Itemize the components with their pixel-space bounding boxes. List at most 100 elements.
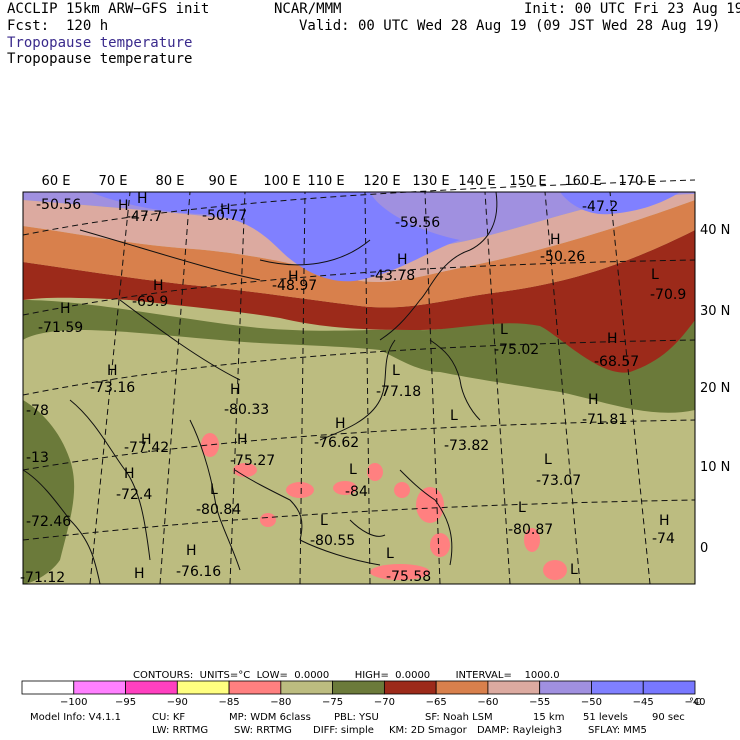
center-value: -74 — [652, 531, 675, 547]
center-value: -75.58 — [386, 569, 431, 585]
lon-label: 130 E — [412, 174, 449, 189]
legend-tick: −40 — [684, 697, 705, 708]
legend-swatch — [383, 680, 437, 695]
sflay-scheme: SFLAY: MM5 — [588, 725, 647, 736]
valid-time: Valid: 00 UTC Wed 28 Aug 19 (09 JST Wed … — [299, 18, 721, 34]
legend-tick: −55 — [529, 697, 550, 708]
km-scheme: KM: 2D Smagor — [389, 725, 467, 736]
center-value: -76.62 — [314, 435, 359, 451]
center-value: -73.82 — [444, 438, 489, 454]
lon-label: 60 E — [42, 174, 71, 189]
band-45-50 — [90, 192, 460, 282]
lat-label: 0 — [700, 541, 708, 556]
center-value: -13 — [26, 450, 49, 466]
legend-swatch — [280, 680, 334, 695]
center-value: -80.33 — [224, 402, 269, 418]
center-value: -80.55 — [310, 533, 355, 549]
center-value: -75.02 — [494, 342, 539, 358]
legend-tick: −85 — [219, 697, 240, 708]
center-value: -76.16 — [176, 564, 221, 580]
hl-marker: H — [659, 513, 670, 529]
hl-marker: L — [392, 363, 400, 379]
hl-marker: L — [210, 482, 218, 498]
lat-label: 40 N — [700, 223, 730, 238]
center-value: -73.16 — [90, 380, 135, 396]
hl-marker: H — [237, 432, 248, 448]
hl-marker: L — [500, 322, 508, 338]
legend-tick: −65 — [426, 697, 447, 708]
hl-marker: H — [124, 466, 135, 482]
legend-tick: −45 — [633, 697, 654, 708]
center-labels: H-50.56 H-47.7 H-50.77 -59.56-47.2H-50.26H-… — [20, 191, 686, 586]
legend-tick: −50 — [581, 697, 602, 708]
legend-swatch — [176, 680, 230, 695]
center-value: -80.87 — [508, 522, 553, 538]
center-value: -80.84 — [196, 502, 241, 518]
lon-label: 140 E — [458, 174, 495, 189]
coastlines — [22, 191, 498, 585]
hl-marker: H — [607, 331, 618, 347]
hl-marker: H — [230, 382, 241, 398]
hl-marker: H — [153, 278, 164, 294]
model-title: ACCLIP 15km ARW−GFS init — [7, 1, 210, 17]
lon-label: 100 E — [263, 174, 300, 189]
hl-marker: L — [544, 452, 552, 468]
center-value: -72.4 — [116, 487, 152, 503]
band-45-50-ne — [560, 192, 680, 215]
sw-scheme: SW: RRTMG — [234, 725, 292, 736]
hl-marker: H — [397, 252, 408, 268]
damp-scheme: DAMP: Rayleigh3 — [477, 725, 563, 736]
hl-marker: H — [588, 392, 599, 408]
hl-marker: H — [550, 232, 561, 248]
init-time: Init: 00 UTC Fri 23 Aug 19 — [524, 1, 740, 17]
center-value: -70.9 — [650, 287, 686, 303]
contour-info: CONTOURS: UNITS=°C LOW= 0.0000 HIGH= 0.0… — [133, 670, 560, 681]
lon-label: 80 E — [156, 174, 185, 189]
forecast-hour: Fcst: 120 h — [7, 18, 109, 34]
lat-labels: 40 N 30 N 20 N 10 N 0 — [700, 223, 730, 556]
hl-marker: H — [288, 269, 299, 285]
legend-swatch — [21, 680, 75, 695]
legend-tick: −100 — [60, 697, 87, 708]
hl-marker: H — [137, 191, 148, 207]
lon-label: 160 E — [564, 174, 601, 189]
legend-swatch — [125, 680, 178, 695]
center-value: -59.56 — [395, 215, 440, 231]
center-value: -71.81 — [582, 412, 627, 428]
hl-marker: H — [335, 416, 346, 432]
legend-swatch — [332, 680, 385, 695]
center-value: -72.46 — [26, 514, 71, 530]
center-value: -77.42 — [124, 440, 169, 456]
hl-marker: L — [386, 546, 394, 562]
center-value: -47.2 — [582, 199, 618, 215]
center-value: -43.78 — [370, 268, 415, 284]
hl-marker: H — [60, 301, 71, 317]
field-title-1: Tropopause temperature — [7, 35, 193, 51]
hl-marker: H — [141, 432, 152, 448]
legend-swatch — [487, 680, 541, 695]
center-label: NCAR/MMM — [274, 1, 342, 17]
center-value: -47.7 — [126, 209, 162, 225]
lat-label: 20 N — [700, 381, 730, 396]
timestep: 90 sec — [652, 712, 685, 723]
legend-tick: −90 — [167, 697, 188, 708]
hl-marker: H — [118, 198, 129, 214]
sf-scheme: SF: Noah LSM — [425, 712, 493, 723]
mp-scheme: MP: WDM 6class — [229, 712, 311, 723]
center-value: -77.18 — [376, 384, 421, 400]
hl-marker: H — [107, 363, 118, 379]
hl-marker: L — [450, 408, 458, 424]
center-value: -71.59 — [38, 320, 83, 336]
lon-label: 120 E — [363, 174, 400, 189]
legend-tick: −75 — [322, 697, 343, 708]
levels: 51 levels — [583, 712, 628, 723]
center-value: -73.07 — [536, 473, 581, 489]
map-frame — [22, 191, 696, 585]
model-info: Model Info: V4.1.1 — [30, 712, 121, 723]
pbl-scheme: PBL: YSU — [334, 712, 379, 723]
hl-marker: L — [518, 500, 526, 516]
center-value: -75.27 — [230, 453, 275, 469]
graticule — [22, 179, 696, 585]
legend-swatch — [642, 680, 696, 695]
